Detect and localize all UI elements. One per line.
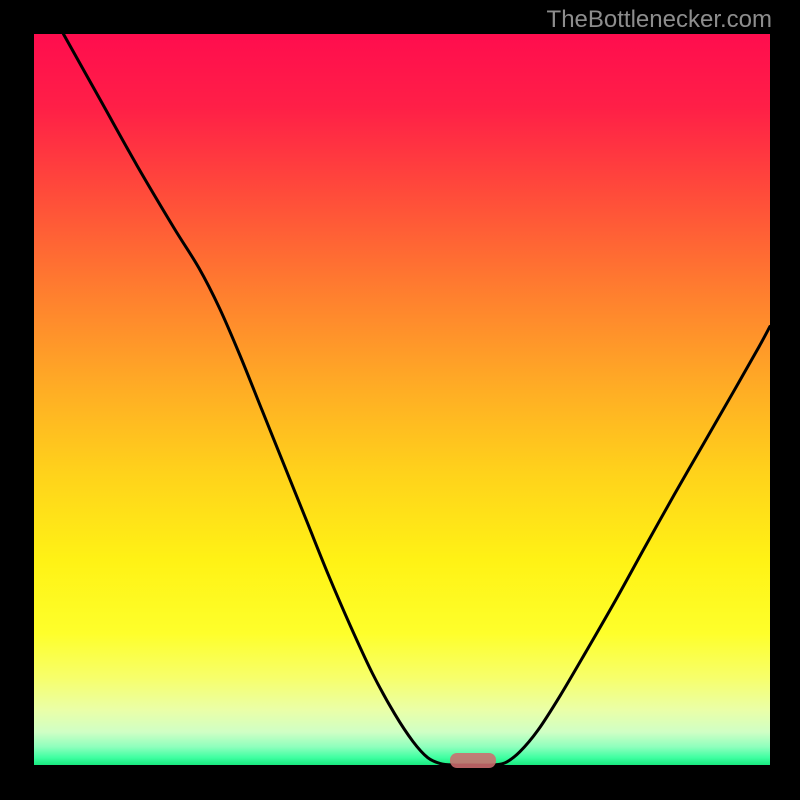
chart-plot-area [34,34,770,765]
optimal-point-marker [450,753,496,768]
watermark-text: TheBottlenecker.com [547,6,772,34]
